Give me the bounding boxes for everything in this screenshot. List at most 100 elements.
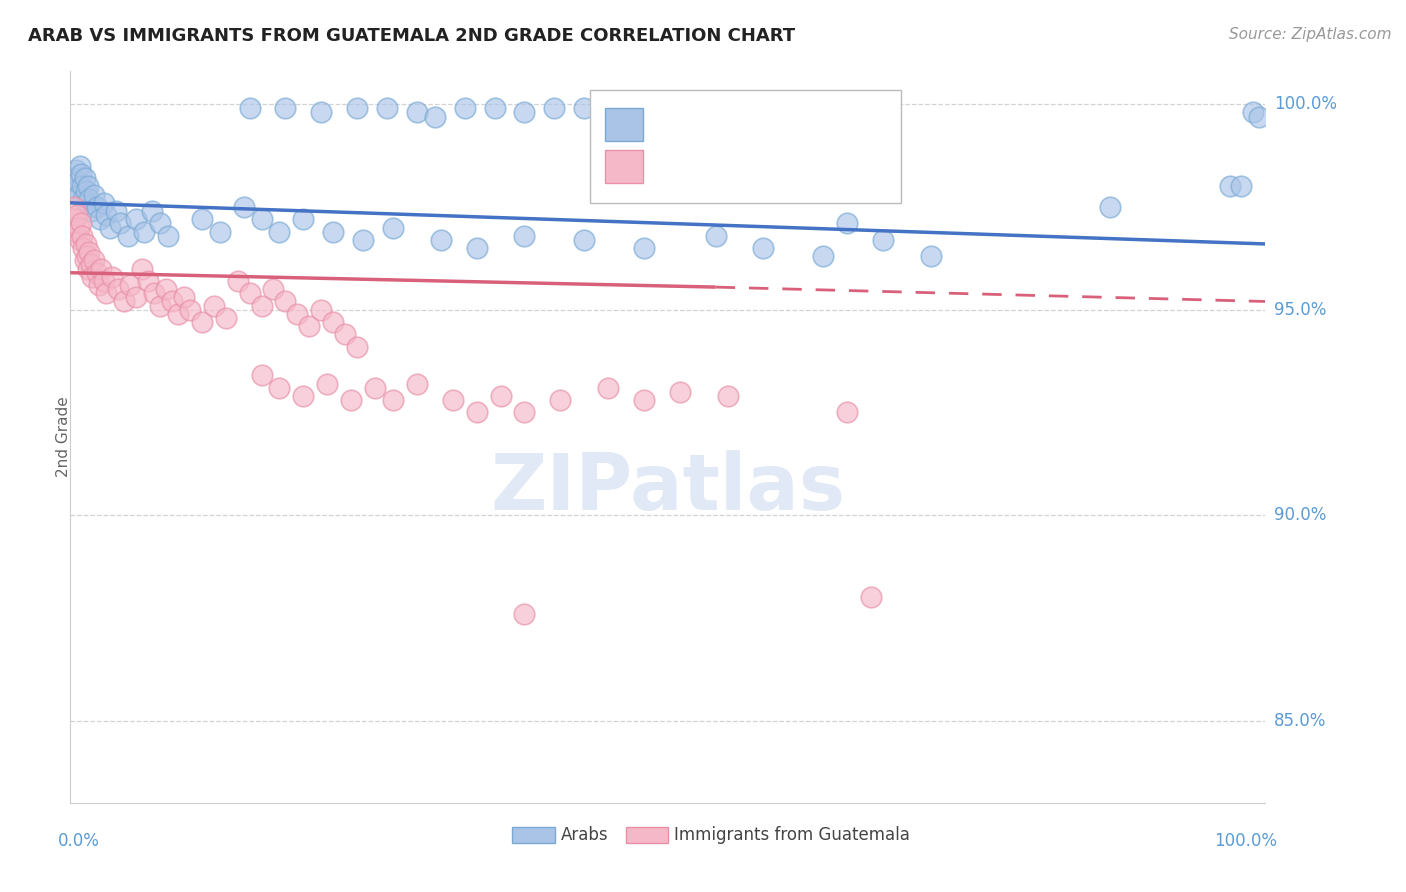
Point: [633, 393, 655, 408]
Point: [346, 340, 368, 354]
Point: [232, 200, 254, 214]
Point: [352, 233, 374, 247]
Point: [250, 212, 273, 227]
Point: [112, 294, 135, 309]
Point: [1249, 110, 1271, 124]
Point: [101, 269, 124, 284]
Point: [79, 192, 101, 206]
Point: [149, 299, 172, 313]
Point: [364, 381, 387, 395]
Point: [484, 101, 506, 115]
Point: [79, 204, 101, 219]
Point: [669, 384, 692, 399]
Point: [598, 381, 620, 395]
Point: [191, 315, 214, 329]
Point: [86, 266, 108, 280]
Point: [73, 253, 96, 268]
Point: [813, 249, 835, 263]
Point: [77, 179, 100, 194]
Point: [406, 105, 429, 120]
Text: Arabs: Arabs: [561, 826, 609, 844]
Point: [298, 319, 321, 334]
Point: [872, 233, 894, 247]
Point: [173, 290, 195, 304]
Point: [550, 393, 572, 408]
Point: [322, 315, 344, 329]
Point: [292, 389, 315, 403]
Point: [72, 241, 94, 255]
Point: [76, 195, 98, 210]
Text: ARAB VS IMMIGRANTS FROM GUATEMALA 2ND GRADE CORRELATION CHART: ARAB VS IMMIGRANTS FROM GUATEMALA 2ND GR…: [28, 27, 796, 45]
Point: [70, 228, 93, 243]
Point: [269, 225, 291, 239]
Point: [107, 282, 129, 296]
Point: [63, 200, 86, 214]
Point: [239, 286, 262, 301]
Point: [66, 175, 89, 189]
Point: [179, 302, 201, 317]
Point: [89, 212, 111, 227]
Point: [316, 376, 339, 391]
Point: [335, 327, 357, 342]
Point: [136, 274, 159, 288]
Point: [465, 405, 488, 419]
Text: 100.0%: 100.0%: [1274, 95, 1337, 113]
Point: [70, 179, 93, 194]
Text: 95.0%: 95.0%: [1274, 301, 1326, 318]
Point: [287, 307, 309, 321]
Point: [72, 192, 94, 206]
Bar: [626, 827, 668, 843]
Point: [346, 101, 368, 115]
Point: [208, 225, 231, 239]
Text: 85.0%: 85.0%: [1274, 712, 1326, 730]
Point: [309, 105, 333, 120]
Point: [66, 208, 89, 222]
Point: [423, 110, 446, 124]
Point: [322, 225, 344, 239]
Point: [574, 233, 596, 247]
Point: [79, 245, 101, 260]
Point: [489, 389, 512, 403]
Point: [513, 105, 536, 120]
Point: [125, 212, 148, 227]
Point: [574, 101, 596, 115]
Point: [166, 307, 188, 321]
Point: [1230, 179, 1253, 194]
Point: [292, 212, 315, 227]
Point: [143, 286, 166, 301]
Point: [239, 101, 262, 115]
Point: [269, 381, 291, 395]
Point: [93, 274, 115, 288]
Point: [83, 253, 105, 268]
Point: [93, 195, 115, 210]
Point: [382, 393, 405, 408]
Point: [250, 368, 273, 383]
Point: [65, 225, 87, 239]
Point: [117, 228, 139, 243]
Point: [1243, 105, 1265, 120]
Bar: [605, 150, 643, 183]
Point: [70, 216, 93, 230]
Point: [263, 282, 285, 296]
Point: [73, 171, 96, 186]
Point: [274, 294, 297, 309]
Point: [75, 184, 97, 198]
Point: [69, 159, 91, 173]
Point: [98, 220, 121, 235]
Point: [83, 187, 105, 202]
Point: [837, 405, 859, 419]
Point: [513, 228, 536, 243]
Text: 100.0%: 100.0%: [1215, 832, 1278, 850]
Point: [1099, 200, 1122, 214]
Text: ZIPatlas: ZIPatlas: [491, 450, 845, 526]
Point: [274, 101, 297, 115]
Point: [96, 208, 117, 222]
Point: [90, 261, 112, 276]
Point: [1218, 179, 1241, 194]
Point: [704, 228, 727, 243]
Point: [160, 294, 183, 309]
Point: [96, 286, 117, 301]
Point: [860, 591, 883, 605]
Point: [717, 389, 740, 403]
Point: [157, 228, 180, 243]
